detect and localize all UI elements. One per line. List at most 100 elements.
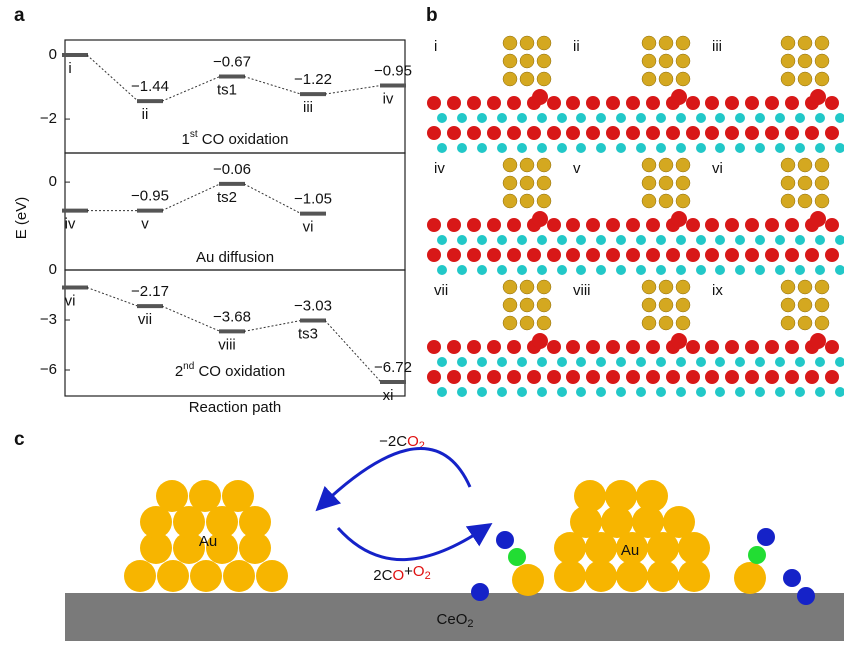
atom xyxy=(671,333,687,349)
snapshot: ix xyxy=(705,279,844,397)
category-label: iv xyxy=(383,90,394,107)
atom xyxy=(641,71,657,87)
atom xyxy=(447,370,461,384)
atom xyxy=(532,89,548,105)
atom xyxy=(795,387,805,397)
atom xyxy=(557,235,567,245)
snapshot: v xyxy=(566,157,706,275)
formula-part: O xyxy=(392,567,404,584)
atom xyxy=(641,315,657,331)
atom xyxy=(797,175,813,191)
atom xyxy=(527,248,541,262)
atom xyxy=(810,333,826,349)
atom xyxy=(825,248,839,262)
category-label: vi xyxy=(65,292,76,309)
atom xyxy=(705,126,719,140)
atom xyxy=(755,357,765,367)
title-part: CO oxidation xyxy=(194,363,285,380)
title-part: st xyxy=(190,129,198,140)
atom xyxy=(745,248,759,262)
atom xyxy=(517,113,527,123)
atom xyxy=(775,143,785,153)
atom xyxy=(658,193,674,209)
atom xyxy=(755,387,765,397)
atom xyxy=(636,235,646,245)
atom xyxy=(626,96,640,110)
atom xyxy=(815,143,825,153)
atom xyxy=(658,297,674,313)
atom xyxy=(517,357,527,367)
atom xyxy=(497,357,507,367)
atom xyxy=(519,53,535,69)
atom xyxy=(797,157,813,173)
atom xyxy=(547,96,561,110)
atom xyxy=(527,126,541,140)
value-label: −0.06 xyxy=(213,161,251,178)
atom xyxy=(765,96,779,110)
molecule-atom xyxy=(797,587,815,605)
atom xyxy=(427,126,441,140)
atom xyxy=(797,53,813,69)
atom xyxy=(502,175,518,191)
value-label: −0.95 xyxy=(131,188,169,205)
formula-part: CeO xyxy=(437,611,468,628)
atom xyxy=(502,157,518,173)
atom xyxy=(715,265,725,275)
atom xyxy=(537,387,547,397)
atom xyxy=(797,193,813,209)
atom xyxy=(566,340,580,354)
atom xyxy=(676,357,686,367)
au-atom xyxy=(124,560,156,592)
category-label: vi xyxy=(303,219,314,236)
atom xyxy=(765,126,779,140)
atom xyxy=(780,35,796,51)
frame-label: vii xyxy=(434,282,448,299)
atom xyxy=(497,113,507,123)
atom xyxy=(835,265,844,275)
formula-part: + xyxy=(404,563,413,580)
atom xyxy=(745,370,759,384)
atom xyxy=(835,357,844,367)
atom xyxy=(519,157,535,173)
atom xyxy=(745,126,759,140)
atom xyxy=(547,126,561,140)
atom xyxy=(606,248,620,262)
atom xyxy=(814,53,830,69)
atom xyxy=(502,193,518,209)
atom xyxy=(815,235,825,245)
atom xyxy=(814,315,830,331)
atom xyxy=(519,315,535,331)
atom xyxy=(675,157,691,173)
atom xyxy=(636,113,646,123)
frame-label: v xyxy=(573,160,581,177)
atom xyxy=(775,265,785,275)
au-atom xyxy=(678,560,710,592)
atom xyxy=(437,357,447,367)
au-atom xyxy=(189,480,221,512)
atom xyxy=(596,143,606,153)
atom xyxy=(447,340,461,354)
atom xyxy=(467,126,481,140)
au-atom xyxy=(223,560,255,592)
atom xyxy=(686,370,700,384)
atom xyxy=(532,333,548,349)
atom xyxy=(675,71,691,87)
atom xyxy=(810,211,826,227)
atom xyxy=(675,297,691,313)
atom xyxy=(795,235,805,245)
au-atom xyxy=(585,532,617,564)
atom xyxy=(658,35,674,51)
atom xyxy=(780,53,796,69)
atom xyxy=(586,218,600,232)
atom xyxy=(427,96,441,110)
atom xyxy=(457,387,467,397)
atom xyxy=(745,218,759,232)
atom xyxy=(825,218,839,232)
atom xyxy=(725,126,739,140)
atom xyxy=(519,35,535,51)
atom xyxy=(536,297,552,313)
atom xyxy=(666,248,680,262)
y-tick-label: −3 xyxy=(40,311,57,328)
atom xyxy=(805,126,819,140)
